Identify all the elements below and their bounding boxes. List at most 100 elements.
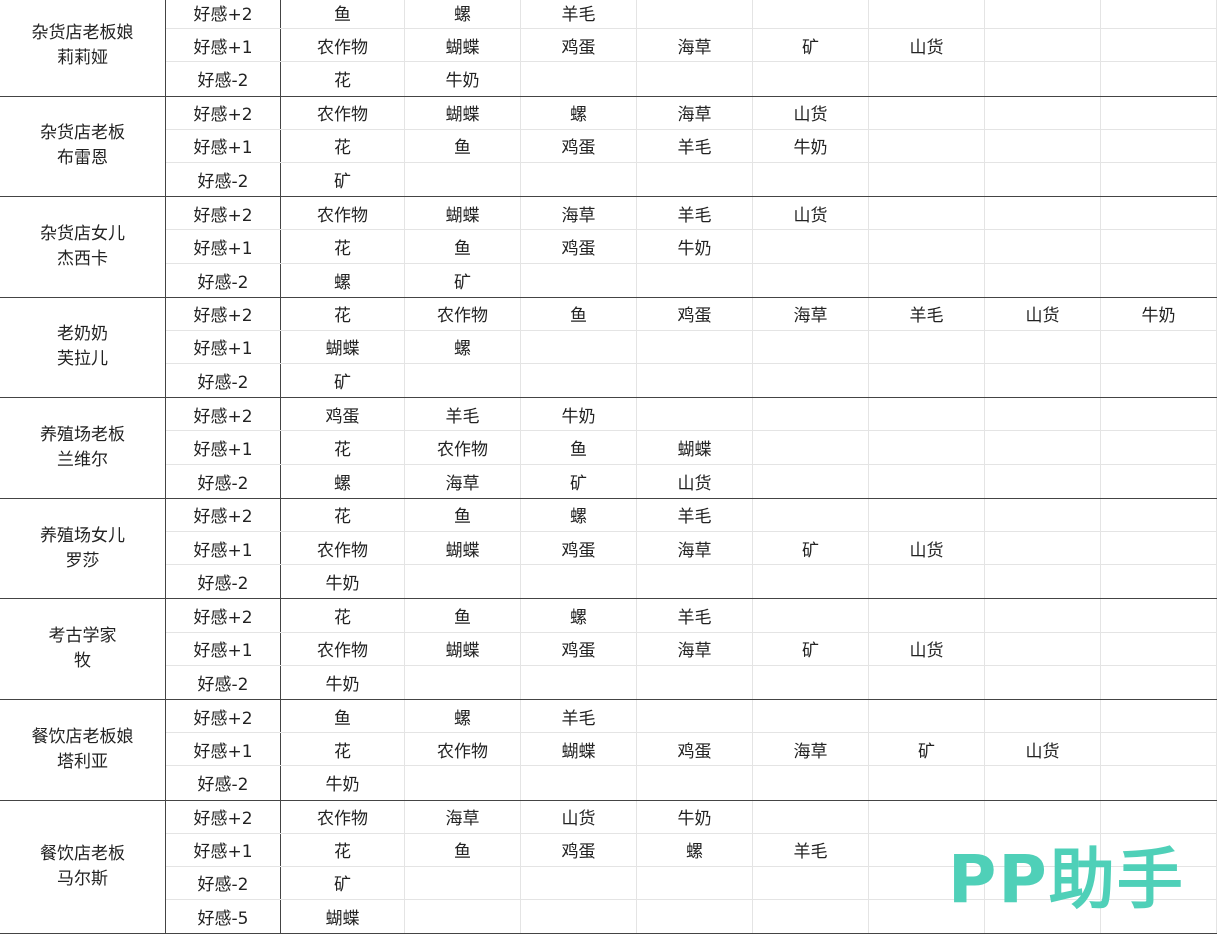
item-cell[interactable]: 螺	[521, 599, 637, 631]
item-cell[interactable]: 牛奶	[753, 130, 869, 162]
affinity-level-cell[interactable]: 好感+2	[166, 801, 281, 833]
item-cell[interactable]: 海草	[637, 97, 753, 129]
item-cell[interactable]	[637, 700, 753, 732]
item-cell[interactable]	[869, 766, 985, 799]
item-cell[interactable]	[869, 700, 985, 732]
item-cell[interactable]: 螺	[405, 700, 521, 732]
affinity-level-cell[interactable]: 好感-2	[166, 163, 281, 196]
item-cell[interactable]: 鱼	[521, 431, 637, 463]
item-cell[interactable]	[521, 766, 637, 799]
item-cell[interactable]	[1101, 766, 1217, 799]
item-cell[interactable]	[1101, 633, 1217, 665]
item-cell[interactable]: 矿	[281, 163, 405, 196]
item-cell[interactable]: 螺	[637, 834, 753, 866]
item-cell[interactable]	[637, 565, 753, 598]
item-cell[interactable]: 羊毛	[521, 700, 637, 732]
item-cell[interactable]	[637, 867, 753, 899]
item-cell[interactable]: 螺	[281, 465, 405, 498]
item-cell[interactable]	[985, 431, 1101, 463]
item-cell[interactable]: 鱼	[405, 230, 521, 262]
item-cell[interactable]: 羊毛	[637, 197, 753, 229]
character-name-cell[interactable]: 养殖场女儿罗莎	[0, 499, 166, 599]
item-cell[interactable]	[869, 163, 985, 196]
item-cell[interactable]	[637, 364, 753, 397]
item-cell[interactable]: 鱼	[405, 130, 521, 162]
affinity-level-cell[interactable]: 好感+2	[166, 197, 281, 229]
item-cell[interactable]: 矿	[753, 29, 869, 61]
item-cell[interactable]	[1101, 0, 1217, 28]
item-cell[interactable]	[521, 565, 637, 598]
item-cell[interactable]	[985, 331, 1101, 363]
item-cell[interactable]	[521, 900, 637, 933]
item-cell[interactable]: 花	[281, 733, 405, 765]
affinity-level-cell[interactable]: 好感+1	[166, 834, 281, 866]
item-cell[interactable]: 山货	[985, 733, 1101, 765]
item-cell[interactable]: 农作物	[281, 97, 405, 129]
item-cell[interactable]: 蝴蝶	[405, 532, 521, 564]
item-cell[interactable]	[869, 666, 985, 699]
item-cell[interactable]	[869, 130, 985, 162]
character-name-cell[interactable]: 养殖场老板兰维尔	[0, 398, 166, 498]
item-cell[interactable]: 花	[281, 230, 405, 262]
item-cell[interactable]	[753, 599, 869, 631]
item-cell[interactable]	[869, 431, 985, 463]
item-cell[interactable]	[1101, 264, 1217, 297]
affinity-level-cell[interactable]: 好感-2	[166, 264, 281, 297]
item-cell[interactable]: 矿	[281, 364, 405, 397]
affinity-level-cell[interactable]: 好感-2	[166, 867, 281, 899]
item-cell[interactable]: 鱼	[405, 834, 521, 866]
affinity-level-cell[interactable]: 好感+1	[166, 532, 281, 564]
item-cell[interactable]	[1101, 666, 1217, 699]
item-cell[interactable]: 农作物	[281, 197, 405, 229]
character-name-cell[interactable]: 考古学家牧	[0, 599, 166, 699]
item-cell[interactable]	[985, 599, 1101, 631]
item-cell[interactable]	[1101, 62, 1217, 95]
item-cell[interactable]: 蝴蝶	[521, 733, 637, 765]
item-cell[interactable]	[1101, 230, 1217, 262]
item-cell[interactable]: 羊毛	[521, 0, 637, 28]
item-cell[interactable]: 蝴蝶	[405, 197, 521, 229]
item-cell[interactable]	[521, 331, 637, 363]
item-cell[interactable]: 牛奶	[281, 565, 405, 598]
item-cell[interactable]: 农作物	[405, 298, 521, 330]
item-cell[interactable]: 鸡蛋	[521, 834, 637, 866]
item-cell[interactable]: 牛奶	[281, 666, 405, 699]
item-cell[interactable]: 矿	[753, 633, 869, 665]
character-name-cell[interactable]: 杂货店老板布雷恩	[0, 97, 166, 197]
item-cell[interactable]: 羊毛	[637, 499, 753, 531]
affinity-level-cell[interactable]: 好感-2	[166, 364, 281, 397]
item-cell[interactable]: 花	[281, 499, 405, 531]
item-cell[interactable]: 花	[281, 62, 405, 95]
item-cell[interactable]: 农作物	[405, 733, 521, 765]
item-cell[interactable]	[637, 264, 753, 297]
item-cell[interactable]	[753, 398, 869, 430]
item-cell[interactable]: 鱼	[405, 599, 521, 631]
item-cell[interactable]	[1101, 97, 1217, 129]
item-cell[interactable]	[1101, 532, 1217, 564]
item-cell[interactable]	[1101, 599, 1217, 631]
character-name-cell[interactable]: 餐饮店老板马尔斯	[0, 801, 166, 934]
item-cell[interactable]: 农作物	[281, 801, 405, 833]
item-cell[interactable]: 鱼	[405, 499, 521, 531]
item-cell[interactable]: 鸡蛋	[521, 532, 637, 564]
item-cell[interactable]	[753, 801, 869, 833]
affinity-level-cell[interactable]: 好感+1	[166, 130, 281, 162]
item-cell[interactable]: 羊毛	[405, 398, 521, 430]
item-cell[interactable]	[753, 766, 869, 799]
item-cell[interactable]: 蝴蝶	[637, 431, 753, 463]
item-cell[interactable]	[869, 97, 985, 129]
item-cell[interactable]	[985, 532, 1101, 564]
character-name-cell[interactable]: 老奶奶芙拉儿	[0, 298, 166, 398]
affinity-level-cell[interactable]: 好感+2	[166, 0, 281, 28]
item-cell[interactable]	[1101, 398, 1217, 430]
item-cell[interactable]	[405, 666, 521, 699]
item-cell[interactable]	[753, 465, 869, 498]
affinity-level-cell[interactable]: 好感-2	[166, 666, 281, 699]
item-cell[interactable]	[869, 398, 985, 430]
character-name-cell[interactable]: 杂货店老板娘莉莉娅	[0, 0, 166, 96]
item-cell[interactable]: 蝴蝶	[405, 633, 521, 665]
item-cell[interactable]: 牛奶	[405, 62, 521, 95]
item-cell[interactable]	[985, 565, 1101, 598]
affinity-level-cell[interactable]: 好感+2	[166, 499, 281, 531]
item-cell[interactable]	[985, 465, 1101, 498]
